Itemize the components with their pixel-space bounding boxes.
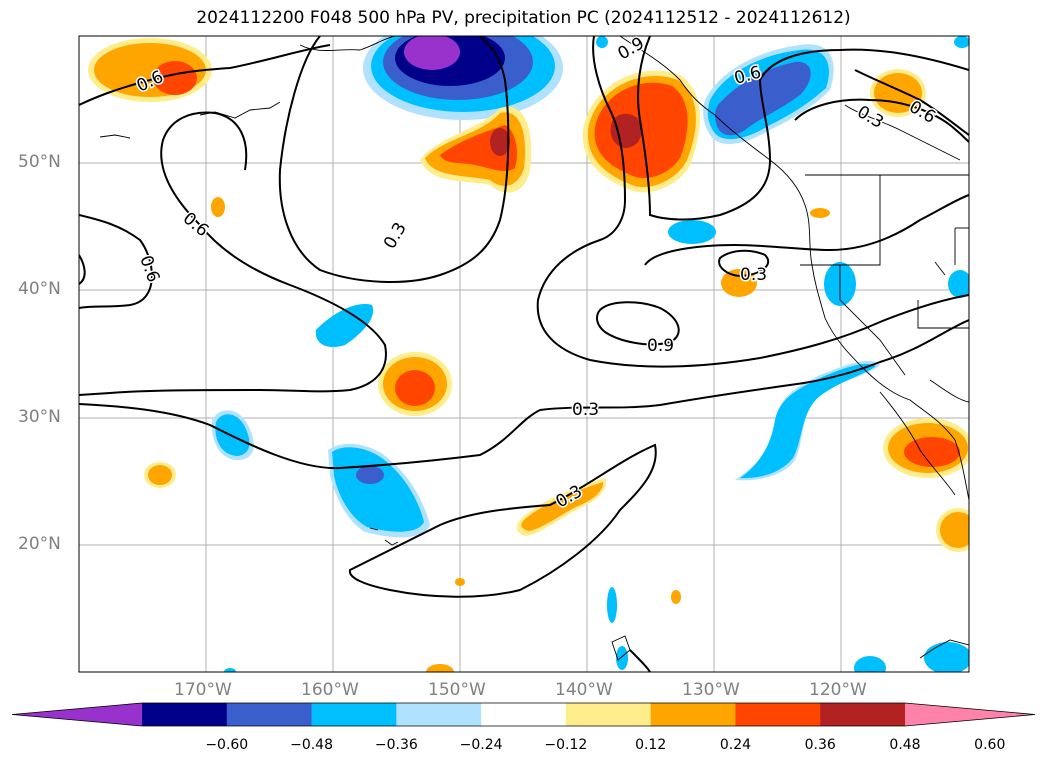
colorbar-tick-label: −0.36	[374, 737, 418, 753]
state-border	[800, 175, 881, 266]
colorbar-segment	[820, 703, 906, 726]
precip-blob-negative	[315, 304, 374, 348]
colorbar-outline	[11, 702, 1036, 727]
precip-blob-negative	[596, 36, 608, 48]
precip-blob-negative	[356, 466, 384, 484]
pv-contour-0.3	[278, 36, 510, 283]
precip-blob-negative	[607, 587, 617, 623]
precip-blob-positive	[671, 590, 681, 604]
colorbar-tick-label: −0.60	[205, 737, 249, 753]
lat-label-40n: 40°N	[18, 279, 61, 299]
hawaii-islands	[384, 539, 399, 546]
colorbar	[11, 702, 1036, 727]
precip-blob-positive	[940, 512, 969, 548]
lat-label-20n: 20°N	[18, 534, 61, 554]
precip-blob-negative	[924, 642, 969, 672]
precip-blob-negative	[668, 220, 716, 244]
colorbar-segment	[226, 703, 313, 726]
lat-label-30n: 30°N	[18, 407, 61, 427]
contour-label: 0.3	[740, 265, 767, 285]
aleutian-islands	[99, 134, 131, 139]
contour-label: 0.3	[572, 400, 599, 420]
precip-blob-negative	[854, 656, 886, 672]
pv-contour-0.3	[644, 194, 969, 266]
precip-blob-positive	[874, 73, 922, 113]
colorbar-segment	[396, 703, 482, 726]
precip-blob-positive	[395, 370, 435, 406]
colorbar-tick-label: 0.24	[719, 737, 752, 753]
lon-label-130w: 130°W	[682, 680, 740, 700]
us-mexico-border	[929, 379, 969, 403]
colorbar-segment	[311, 703, 397, 726]
pv-contour-0.3	[794, 98, 969, 143]
colorbar-tick-label: −0.24	[459, 737, 503, 753]
alaska-coast	[299, 36, 396, 51]
colorbar-tick-label: −0.12	[544, 737, 588, 753]
pv-contour-0.3	[348, 443, 657, 598]
baja-california	[879, 391, 956, 496]
colorbar-segment	[565, 703, 652, 726]
contour-label: 0.9	[647, 336, 674, 356]
precip-blob-negative	[616, 646, 628, 670]
pv-contour-0.9	[536, 36, 969, 368]
colorbar-segment	[142, 703, 228, 726]
colorbar-tick-label: 0.60	[974, 737, 1006, 753]
lon-label-160w: 160°W	[301, 680, 359, 700]
colorbar-tick-label: 0.36	[804, 737, 836, 753]
lon-label-170w: 170°W	[174, 680, 232, 700]
mexico-coast	[919, 639, 969, 659]
colorbar-extend-max	[905, 703, 1035, 726]
precip-blob-positive	[490, 128, 510, 156]
lon-label-150w: 150°W	[428, 680, 486, 700]
colorbar-tick-label: −0.48	[290, 737, 333, 753]
pv-contour-0.9	[637, 36, 969, 221]
precip-blob-negative	[948, 270, 969, 298]
hawaii-islands	[369, 527, 379, 531]
lon-label-140w: 140°W	[555, 680, 613, 700]
pv-contour-0.6	[79, 254, 86, 285]
pv-contours	[79, 36, 969, 672]
map-frame	[78, 35, 970, 673]
colorbar-segment	[481, 703, 567, 726]
pv-contour-0.3	[79, 319, 969, 470]
lat-label-50n: 50°N	[18, 152, 61, 172]
colorbar-tick-label: 0.12	[635, 737, 667, 753]
precip-blob-positive	[610, 113, 642, 148]
precip-blob-negative	[740, 363, 876, 479]
precip-blob-positive	[904, 437, 960, 467]
precip-blob-positive	[455, 578, 465, 586]
pv-contour-0.6	[79, 111, 387, 396]
pv-contour-0.6	[79, 44, 331, 106]
lon-label-120w: 120°W	[809, 680, 867, 700]
canada-coast	[844, 104, 961, 161]
colorbar-extend-min	[12, 703, 142, 726]
precip-blob-positive	[211, 197, 225, 217]
precip-blob-positive	[148, 465, 172, 485]
pv-contour-0.6	[854, 69, 969, 136]
pv-contour-0.3	[718, 249, 770, 278]
colorbar-segment	[735, 703, 821, 726]
precip-blob-negative	[224, 668, 236, 672]
precip-blob-positive	[810, 208, 830, 218]
pv-contour-0.6	[79, 214, 153, 309]
precip-blob-positive	[426, 664, 454, 672]
colorbar-tick-label: 0.48	[889, 737, 921, 753]
map-title: 2024112200 F048 500 hPa PV, precipitatio…	[196, 8, 851, 28]
lake	[934, 261, 946, 276]
pv-contour-0.9	[596, 301, 680, 346]
precip-blob-positive	[153, 61, 197, 95]
precip-blob-positive	[521, 482, 604, 531]
precip-blob-negative	[332, 447, 424, 532]
precip-blob-negative	[954, 36, 969, 48]
pv-contour-0.3	[629, 649, 651, 672]
precip-blob-negative	[404, 36, 460, 70]
colorbar-segment	[650, 703, 736, 726]
